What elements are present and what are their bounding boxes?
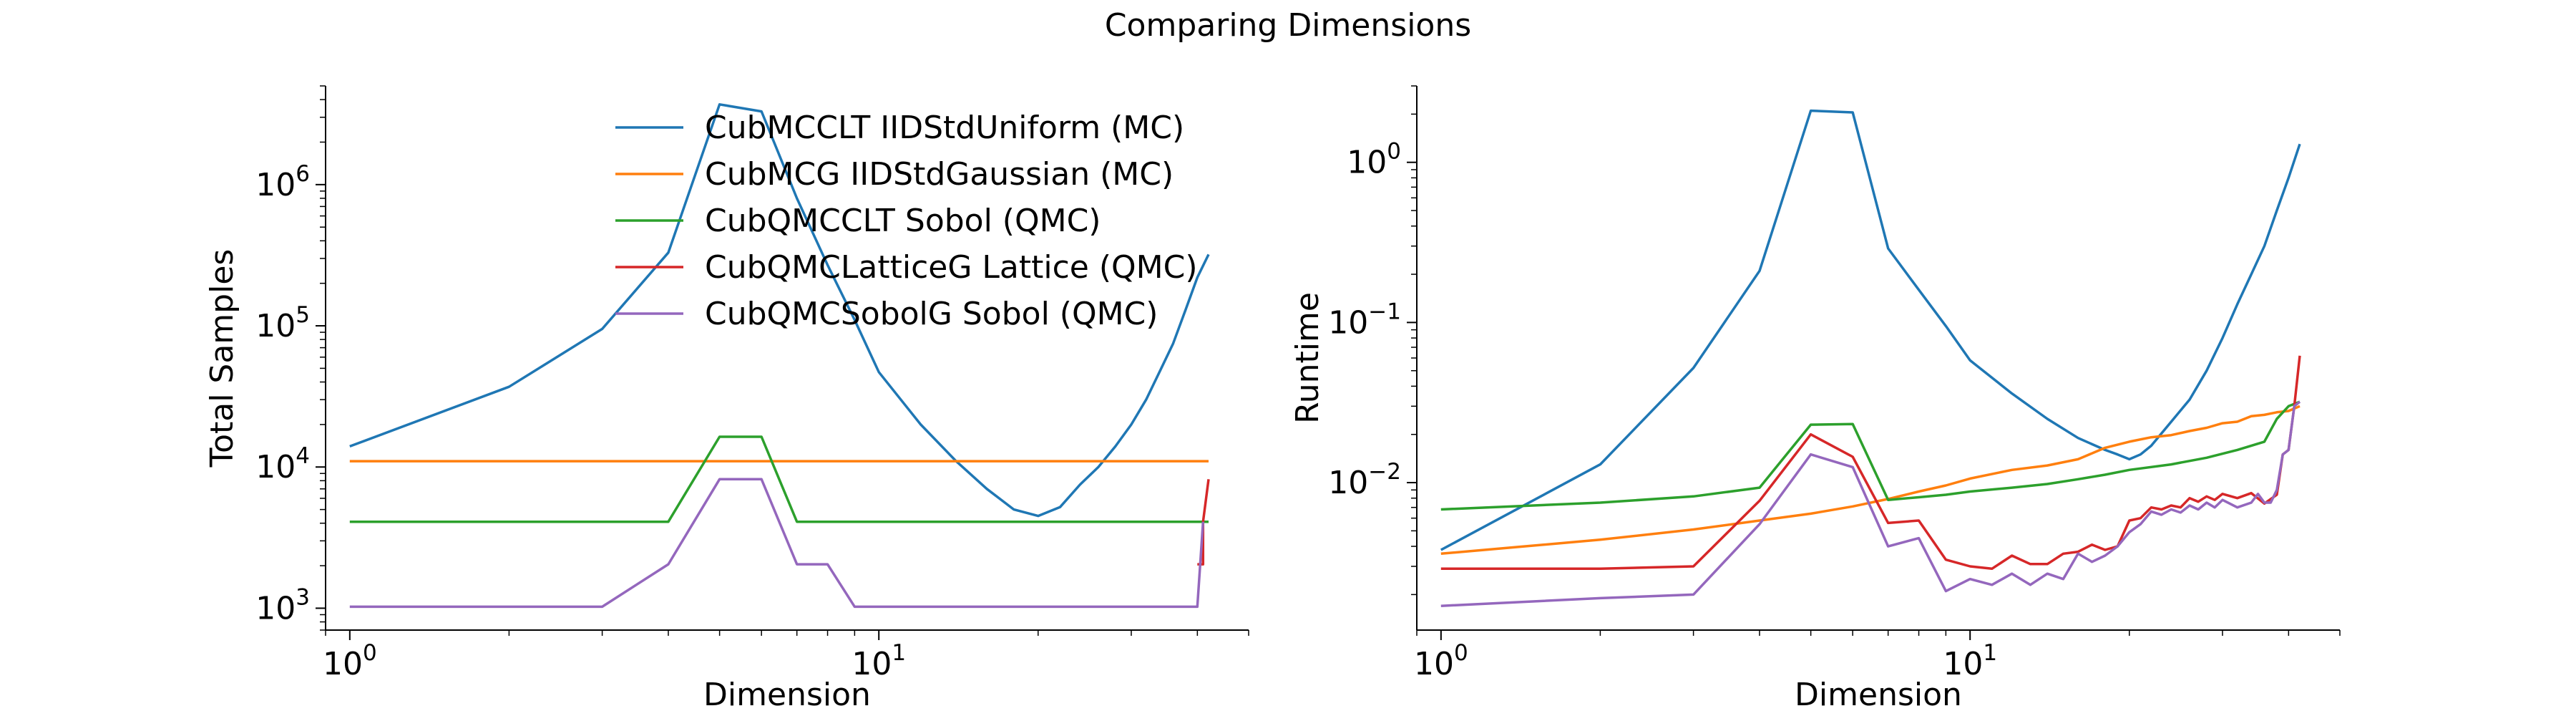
chart-panel-samples: 100 101 103 104 105 106 Dimension Total Samples… (204, 85, 1249, 713)
series-line-cubmcg-iidstdgaussian-mc (1440, 405, 2301, 556)
y-tick-label: 103 (255, 584, 310, 626)
y-axis-label: Total Samples (204, 249, 240, 468)
y-tick-label: 104 (255, 443, 310, 485)
series-line-cubqmclatticeg-lattice-qmc (1440, 355, 2301, 571)
legend-label-cubqmcsobolg-sobol-qmc: CubQMCSobolG Sobol (QMC) (705, 296, 1158, 332)
x-axis-label: Dimension (703, 677, 871, 713)
series-line-cubmcclt-iidstduniform-mc (1440, 109, 2301, 551)
chart-panel-runtime: 100 101 10−2 10−1 100 Dimension Runtime (1289, 85, 2341, 713)
x-tick-label: 101 (852, 640, 906, 682)
legend: CubMCCLT IIDStdUniform (MC) CubMCG IIDStd… (615, 110, 1198, 332)
y-tick-label: 10−2 (1328, 459, 1401, 501)
y-axis-label: Runtime (1289, 292, 1326, 424)
y-tick-label: 100 (1347, 139, 1401, 181)
series-line-cubqmcclt-sobol-qmc (1440, 400, 2301, 511)
y-tick-label: 10−1 (1328, 299, 1401, 341)
series-line-cubqmcclt-sobol-qmc (349, 435, 1209, 523)
x-tick-label: 100 (1414, 640, 1468, 682)
legend-label-cubqmcclt-sobol-qmc: CubQMCCLT Sobol (QMC) (705, 203, 1101, 239)
x-tick-label: 100 (323, 640, 377, 682)
legend-label-cubmcg-iidstdgaussian-mc: CubMCG IIDStdGaussian (MC) (705, 156, 1174, 193)
series-line-cubqmcsobolg-sobol-qmc (349, 478, 1205, 609)
figure-title: Comparing Dimensions (1105, 7, 1471, 44)
legend-label-cubqmclatticeg-lattice-qmc: CubQMCLatticeG Lattice (QMC) (705, 249, 1198, 286)
series-line-cubmcclt-iidstduniform-mc (349, 103, 1210, 518)
x-tick-label: 101 (1943, 640, 1997, 682)
y-tick-label: 105 (255, 302, 310, 344)
y-tick-label: 106 (255, 161, 310, 203)
legend-label-cubmcclt-iidstduniform-mc: CubMCCLT IIDStdUniform (MC) (705, 110, 1184, 146)
series-line-cubqmcsobolg-sobol-qmc (1440, 400, 2301, 607)
x-axis-label: Dimension (1795, 677, 1962, 713)
plot-area (1440, 109, 2301, 607)
plot-area (349, 103, 1210, 609)
